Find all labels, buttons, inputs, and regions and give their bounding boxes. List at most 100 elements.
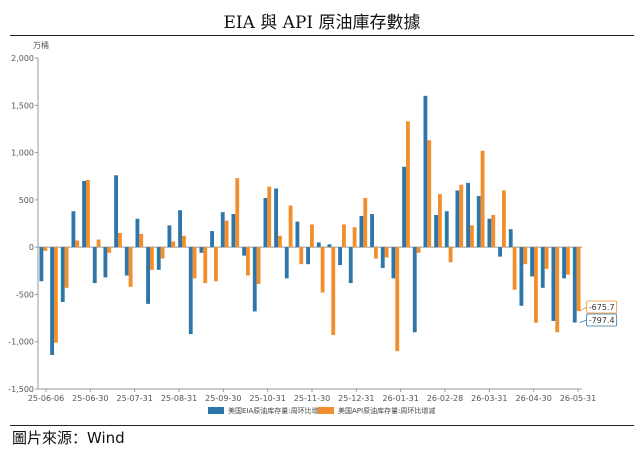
y-tick-label: 500 [19, 196, 34, 205]
bar-api [470, 225, 474, 248]
bar-eia [306, 247, 310, 265]
bar-eia [242, 247, 246, 256]
y-tick-label: 1,000 [11, 149, 34, 158]
x-tick-label: 25-11-30 [294, 394, 330, 403]
bar-api [502, 190, 506, 248]
bar-eia [380, 247, 385, 268]
bar-api [43, 247, 48, 251]
bar-api [267, 186, 272, 248]
chart-title: EIA 與 API 原油庫存數據 [223, 13, 421, 33]
bar-eia [423, 95, 428, 248]
title-rule [10, 35, 634, 36]
x-tick-label: 25-12-31 [338, 394, 374, 403]
bar-api [278, 235, 282, 248]
bar-eia [572, 247, 577, 323]
bar-eia [402, 166, 406, 248]
bar-eia [498, 247, 502, 257]
bar-api [310, 224, 314, 248]
x-tick-label: 26-05-31 [560, 394, 596, 403]
bar-eia [466, 182, 470, 248]
bar-api [75, 240, 80, 248]
bar-api [64, 247, 69, 288]
bar-eia [316, 242, 321, 248]
y-tick-label: -1,000 [8, 338, 34, 347]
x-tick-label: 25-10-31 [250, 394, 286, 403]
bar-api [96, 239, 101, 248]
bar-api [331, 247, 336, 336]
bar-eia [103, 247, 108, 278]
bar-eia [135, 218, 140, 248]
callout-eia-leader [579, 319, 587, 323]
bar-eia [92, 247, 97, 284]
bar-api [192, 247, 197, 279]
bar-api [566, 247, 570, 275]
legend-label-api: 美国API原油库存量:周环比增减 [338, 406, 435, 415]
bar-api [555, 247, 560, 333]
bar-api [235, 178, 240, 248]
bar-eia [263, 197, 268, 248]
bar-api [299, 247, 304, 265]
x-tick-label: 25-08-31 [161, 394, 197, 403]
bar-eia [455, 190, 460, 248]
legend-label-eia: 美国EIA原油库存量:周环比增减 [228, 406, 326, 415]
bar-eia [476, 196, 481, 248]
bar-eia [284, 247, 289, 279]
bar-eia [519, 247, 524, 306]
bar-api [459, 184, 464, 248]
bar-eia [39, 247, 44, 282]
callout-api-label: -675.7 [589, 303, 615, 312]
bar-api [214, 247, 218, 282]
source-rule [10, 425, 634, 426]
bar-api [352, 227, 357, 248]
bar-api [427, 140, 432, 248]
bar-eia [338, 247, 342, 266]
bar-api [182, 235, 186, 248]
bar-eia [178, 210, 182, 248]
bar-api [576, 247, 581, 312]
bar-eia [188, 247, 193, 335]
y-tick-label: -500 [16, 290, 34, 299]
bar-api [374, 247, 378, 259]
bar-api [512, 247, 517, 290]
x-tick-label: 26-03-31 [471, 394, 507, 403]
bar-eia [274, 188, 278, 248]
bar-api [118, 232, 122, 248]
bar-api [86, 180, 90, 248]
bar-api [150, 247, 154, 270]
source-caption: 圖片來源：Wind [12, 429, 125, 447]
bar-eia [114, 175, 118, 248]
bar-eia [348, 247, 353, 284]
bar-eia [295, 221, 300, 248]
bar-eia [82, 180, 86, 248]
bar-eia [71, 211, 76, 248]
bar-eia [412, 247, 417, 333]
bar-api [438, 194, 442, 248]
bar-eia [167, 225, 172, 248]
bar-eia [562, 247, 566, 279]
bar-eia [252, 247, 257, 312]
bar-api [534, 247, 538, 323]
bar-api [406, 121, 410, 248]
x-tick-label: 26-04-30 [516, 394, 552, 403]
bar-eia [60, 247, 65, 302]
bar-api [363, 197, 368, 248]
bar-eia [231, 214, 236, 248]
bar-api [160, 247, 165, 259]
bar-api [139, 233, 144, 248]
x-tick-label: 25-06-06 [28, 394, 64, 403]
bar-api [224, 220, 229, 248]
callout-api-box [586, 300, 618, 314]
x-tick-label: 25-06-30 [72, 394, 108, 403]
bar-eia [220, 212, 225, 248]
x-tick-label: 26-01-31 [383, 394, 419, 403]
y-tick-label: 0 [29, 243, 34, 252]
bar-eia [359, 215, 364, 248]
bar-api [448, 247, 453, 263]
bar-eia [327, 244, 332, 248]
bar-api [288, 205, 293, 248]
bar-api [342, 224, 346, 248]
bar-api [544, 247, 549, 269]
bar-eia [50, 247, 54, 355]
bar-eia [156, 247, 161, 270]
legend-swatch-eia [208, 407, 224, 414]
